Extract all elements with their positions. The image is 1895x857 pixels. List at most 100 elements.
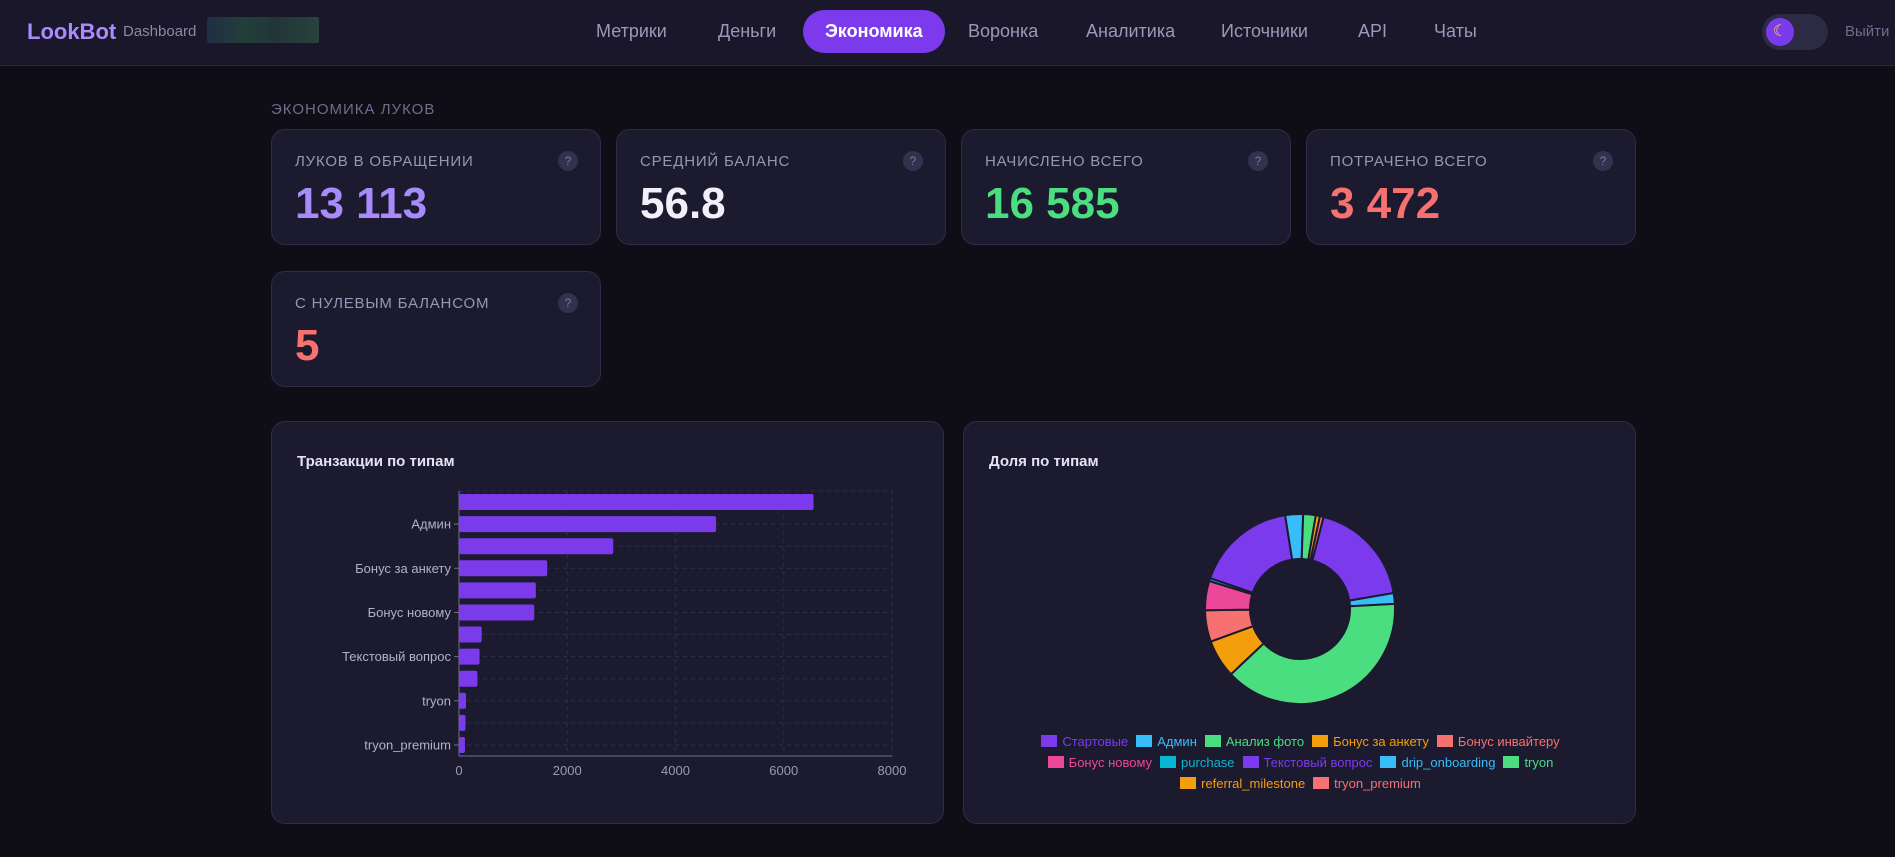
kpi-value: 5 — [295, 321, 320, 370]
kpi-label: ЛУКОВ В ОБРАЩЕНИИ — [295, 153, 474, 170]
legend-swatch — [1041, 735, 1058, 747]
y-tick-label: tryon_premium — [364, 737, 451, 752]
legend-swatch — [1503, 756, 1520, 768]
nav-metrics[interactable]: Метрики — [596, 21, 667, 41]
bar[interactable] — [459, 538, 614, 555]
x-tick-label: 8000 — [878, 763, 907, 778]
legend-label: Бонус инвайтеру — [1457, 734, 1560, 749]
legend-swatch — [1180, 777, 1197, 789]
nav-sources[interactable]: Источники — [1221, 21, 1308, 41]
pie-slice[interactable] — [1309, 514, 1325, 562]
legend-swatch — [1204, 735, 1221, 747]
legend-item[interactable]: referral_milestone — [1180, 773, 1305, 794]
y-tick-label: Бонус новому — [368, 605, 452, 620]
legend-swatch — [1160, 756, 1177, 768]
kpi-card-spent-total: ПОТРАЧЕНО ВСЕГО 3 472 ? — [1306, 129, 1636, 245]
legend-label: tryon — [1524, 755, 1554, 770]
legend-item[interactable]: tryon_premium — [1313, 773, 1421, 794]
redacted-block — [207, 17, 319, 43]
bar[interactable] — [459, 494, 814, 511]
legend-row: referral_milestone tryon_premium — [964, 773, 1637, 794]
help-icon[interactable]: ? — [558, 151, 578, 171]
pie-slice[interactable] — [1229, 602, 1396, 705]
nav-funnel[interactable]: Воронка — [968, 21, 1039, 41]
kpi-label: С НУЛЕВЫМ БАЛАНСОМ — [295, 295, 490, 312]
nav-api[interactable]: API — [1358, 21, 1388, 41]
brand-logo[interactable]: LookBot — [27, 19, 117, 44]
bar[interactable] — [459, 516, 717, 533]
bar[interactable] — [459, 604, 535, 621]
bar[interactable] — [459, 582, 536, 599]
legend-label: referral_milestone — [1201, 776, 1306, 791]
section-title: ЭКОНОМИКА ЛУКОВ — [271, 101, 436, 118]
kpi-value: 13 113 — [295, 179, 428, 228]
kpi-value: 3 472 — [1330, 179, 1441, 228]
kpi-label: НАЧИСЛЕНО ВСЕГО — [985, 153, 1144, 170]
legend-item[interactable]: drip_onboarding — [1380, 752, 1495, 773]
legend-label: Анализ фото — [1225, 734, 1305, 749]
bar[interactable] — [459, 714, 466, 731]
legend-swatch — [1436, 735, 1453, 747]
pie-legend: Стартовые Админ Анализ фото Бонус за анкету… — [964, 731, 1637, 794]
nav-economy[interactable]: Экономика — [803, 10, 945, 53]
legend-swatch — [1242, 756, 1259, 768]
x-tick-label: 4000 — [661, 763, 690, 778]
legend-item[interactable]: Бонус за анкету — [1312, 731, 1429, 752]
legend-item[interactable]: Текстовый вопрос — [1242, 752, 1373, 773]
logout-link[interactable]: Выйти — [1845, 23, 1890, 40]
kpi-label: СРЕДНИЙ БАЛАНС — [640, 153, 791, 170]
bar[interactable] — [459, 692, 467, 709]
help-icon[interactable]: ? — [903, 151, 923, 171]
transactions-by-type-panel: Транзакции по типам 0 2000 4000 6000 8000 Адм… — [271, 421, 944, 824]
nav-chats[interactable]: Чаты — [1434, 21, 1477, 41]
bar-chart-title: Транзакции по типам — [297, 453, 455, 470]
help-icon[interactable]: ? — [1248, 151, 1268, 171]
legend-row: Бонус новому purchase Текстовый вопрос drip… — [964, 752, 1637, 773]
legend-label: Текстовый вопрос — [1263, 755, 1373, 770]
legend-swatch — [1380, 756, 1397, 768]
legend-row: Стартовые Админ Анализ фото Бонус за анкету… — [964, 731, 1637, 752]
legend-swatch — [1047, 756, 1064, 768]
legend-label: drip_onboarding — [1401, 755, 1496, 770]
kpi-card-zero-balance: С НУЛЕВЫМ БАЛАНСОМ 5 ? — [271, 271, 601, 387]
x-tick-label: 6000 — [769, 763, 798, 778]
legend-item[interactable]: tryon — [1503, 752, 1553, 773]
legend-label: purchase — [1181, 755, 1235, 770]
theme-toggle[interactable]: ☾ — [1762, 14, 1828, 50]
legend-item[interactable]: purchase — [1160, 752, 1235, 773]
pie-slice[interactable] — [1311, 515, 1395, 602]
legend-swatch — [1136, 735, 1153, 747]
legend-item[interactable]: Админ — [1136, 731, 1197, 752]
legend-label: Стартовые — [1062, 734, 1129, 749]
help-icon[interactable]: ? — [1593, 151, 1613, 171]
bar[interactable] — [459, 560, 548, 577]
legend-swatch — [1313, 777, 1330, 789]
bar[interactable] — [459, 736, 465, 753]
kpi-value: 16 585 — [985, 179, 1120, 228]
bar[interactable] — [459, 626, 482, 643]
legend-label: tryon_premium — [1334, 776, 1421, 791]
y-tick-label: Бонус за анкету — [355, 561, 451, 576]
pie-chart-title: Доля по типам — [989, 453, 1099, 470]
kpi-label: ПОТРАЧЕНО ВСЕГО — [1330, 153, 1488, 170]
kpi-card-average-balance: СРЕДНИЙ БАЛАНС 56.8 ? — [616, 129, 946, 245]
kpi-card-accrued-total: НАЧИСЛЕНО ВСЕГО 16 585 ? — [961, 129, 1291, 245]
legend-item[interactable]: Анализ фото — [1204, 731, 1305, 752]
legend-item[interactable]: Стартовые — [1041, 731, 1128, 752]
nav-analytics[interactable]: Аналитика — [1086, 21, 1176, 41]
nav-money[interactable]: Деньги — [718, 21, 777, 41]
moon-icon: ☾ — [1766, 18, 1794, 46]
donut-chart — [1203, 513, 1396, 705]
legend-item[interactable]: Бонус инвайтеру — [1436, 731, 1560, 752]
bar[interactable] — [459, 670, 478, 687]
legend-label: Бонус новому — [1068, 755, 1153, 770]
kpi-card-circulation: ЛУКОВ В ОБРАЩЕНИИ 13 113 ? — [271, 129, 601, 245]
help-icon[interactable]: ? — [558, 293, 578, 313]
pie-slice[interactable] — [1208, 514, 1294, 595]
legend-item[interactable]: Бонус новому — [1047, 752, 1153, 773]
bar[interactable] — [459, 648, 480, 665]
y-tick-label: tryon — [422, 693, 451, 708]
share-by-type-panel: Доля по типам Стартовые Админ Анализ фото Б… — [963, 421, 1636, 824]
x-tick-label: 2000 — [553, 763, 582, 778]
top-navbar: LookBot Dashboard Метрики Деньги Экономи… — [0, 0, 1895, 66]
